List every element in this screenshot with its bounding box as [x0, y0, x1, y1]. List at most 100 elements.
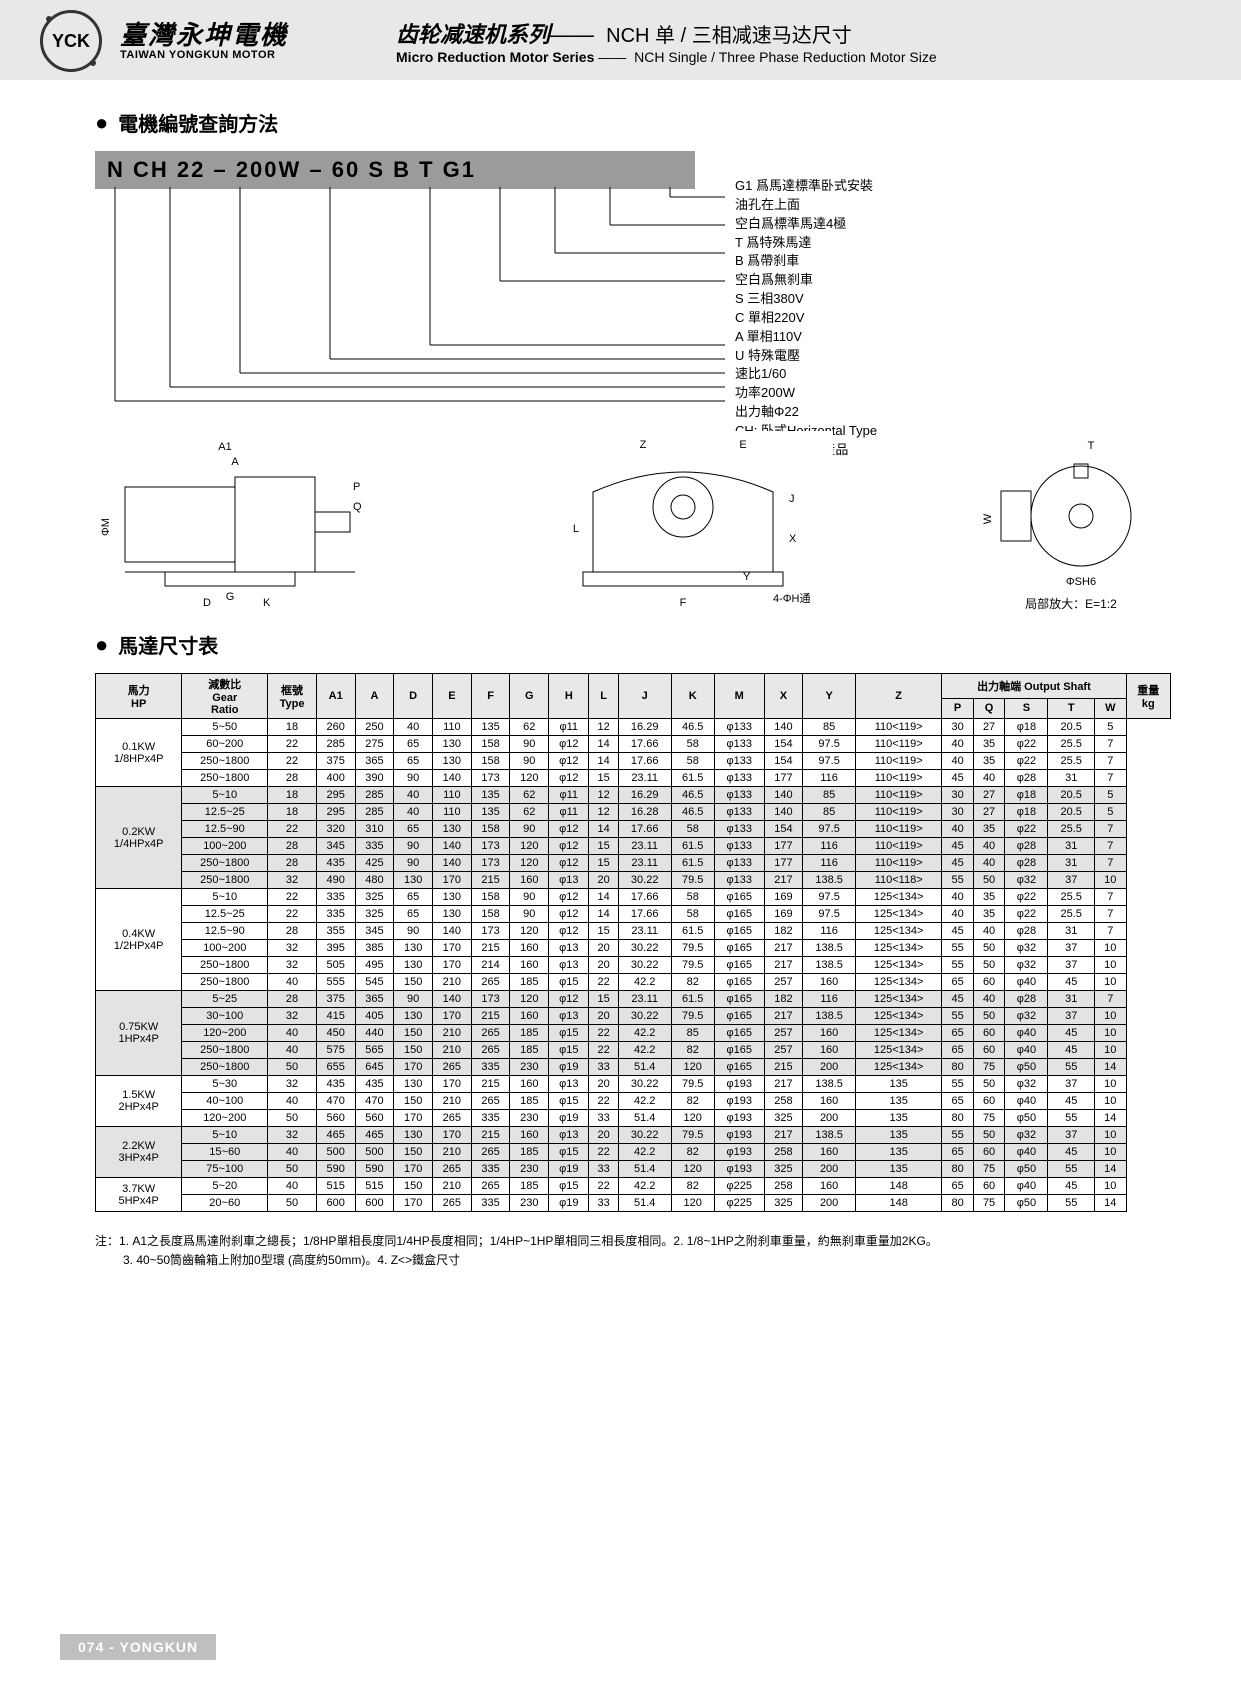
cell-value: 335: [316, 889, 355, 906]
cell-value: 42.2: [618, 974, 671, 991]
cell-value: 75: [973, 1195, 1004, 1212]
cell-value: 35: [973, 906, 1004, 923]
cell-value: 80: [942, 1161, 973, 1178]
cell-value: 575: [316, 1042, 355, 1059]
dim-label: P: [353, 481, 360, 493]
cell-value: 65: [942, 974, 973, 991]
cell-value: 65: [942, 1025, 973, 1042]
dim-label: Z: [640, 439, 647, 451]
dim-label: Q: [353, 501, 362, 513]
cell-value: 61.5: [671, 923, 714, 940]
cell-value: 7: [1094, 770, 1126, 787]
cell-value: 285: [316, 736, 355, 753]
cell-value: 58: [671, 821, 714, 838]
cell-value: 23.11: [618, 838, 671, 855]
cell-value: 515: [316, 1178, 355, 1195]
cell-value: 80: [942, 1110, 973, 1127]
cell-value: φ50: [1005, 1110, 1048, 1127]
cell-value: 35: [973, 821, 1004, 838]
cell-value: 20: [589, 872, 618, 889]
cell-value: 51.4: [618, 1161, 671, 1178]
cell-value: 425: [355, 855, 394, 872]
cell-value: 138.5: [803, 940, 856, 957]
cell-value: 125<134>: [855, 1042, 941, 1059]
cell-value: 90: [510, 889, 549, 906]
cell-value: 170: [394, 1059, 433, 1076]
cell-value: 160: [510, 940, 549, 957]
cell-value: φ13: [549, 1127, 589, 1144]
cell-value: φ40: [1005, 974, 1048, 991]
cell-value: 210: [433, 1042, 472, 1059]
cell-value: φ22: [1005, 753, 1048, 770]
cell-type: 40: [268, 1144, 317, 1161]
cell-value: φ32: [1005, 1076, 1048, 1093]
cell-value: 217: [764, 1076, 803, 1093]
cell-value: 125<134>: [855, 1059, 941, 1076]
cell-value: φ15: [549, 1093, 589, 1110]
th-col: M: [714, 674, 764, 719]
table-row: 0.4KW1/2HPx4P5~10223353256513015890φ1214…: [96, 889, 1171, 906]
cell-value: 61.5: [671, 770, 714, 787]
cell-value: φ19: [549, 1059, 589, 1076]
cell-value: 116: [803, 838, 856, 855]
cell-value: φ133: [714, 719, 764, 736]
cell-value: 90: [510, 906, 549, 923]
decode-line: S 三相380V: [735, 290, 877, 309]
cell-value: 90: [394, 770, 433, 787]
cell-value: 154: [764, 736, 803, 753]
cell-value: 217: [764, 872, 803, 889]
cell-value: 365: [355, 991, 394, 1008]
dim-label: A: [231, 456, 239, 468]
cell-value: 135: [855, 1110, 941, 1127]
cell-value: 130: [394, 940, 433, 957]
cell-value: φ12: [549, 821, 589, 838]
cell-value: φ22: [1005, 821, 1048, 838]
cell-value: 20.5: [1048, 787, 1095, 804]
cell-value: φ50: [1005, 1195, 1048, 1212]
cell-value: 257: [764, 974, 803, 991]
cell-value: φ40: [1005, 1093, 1048, 1110]
cell-value: φ193: [714, 1161, 764, 1178]
cell-value: 125<134>: [855, 1008, 941, 1025]
cell-ratio: 20~60: [182, 1195, 268, 1212]
cell-value: 46.5: [671, 787, 714, 804]
cell-value: 154: [764, 821, 803, 838]
cell-value: 170: [433, 872, 472, 889]
table-row: 250~180032505495130170214160φ132030.2279…: [96, 957, 1171, 974]
cell-value: φ12: [549, 991, 589, 1008]
bullet-icon: ●: [95, 110, 108, 136]
cell-value: 230: [510, 1195, 549, 1212]
cell-value: 465: [316, 1127, 355, 1144]
th-col: J: [618, 674, 671, 719]
cell-value: 51.4: [618, 1110, 671, 1127]
cell-value: φ32: [1005, 1127, 1048, 1144]
cell-value: 217: [764, 1127, 803, 1144]
cell-value: 130: [394, 872, 433, 889]
cell-value: 33: [589, 1161, 618, 1178]
cell-value: 82: [671, 974, 714, 991]
cell-value: 33: [589, 1195, 618, 1212]
cell-value: 215: [471, 1076, 510, 1093]
cell-value: 325: [355, 906, 394, 923]
th-col: A: [355, 674, 394, 719]
cell-value: 25.5: [1048, 736, 1095, 753]
cell-value: 375: [316, 991, 355, 1008]
cell-value: 65: [394, 906, 433, 923]
cell-value: 85: [803, 719, 856, 736]
table-row: 0.2KW1/4HPx4P5~10182952854011013562φ1112…: [96, 787, 1171, 804]
cell-value: φ15: [549, 1042, 589, 1059]
cell-ratio: 5~10: [182, 1127, 268, 1144]
cell-value: 79.5: [671, 957, 714, 974]
cell-value: 150: [394, 974, 433, 991]
cell-value: 125<134>: [855, 974, 941, 991]
cell-value: 7: [1094, 906, 1126, 923]
cell-value: φ193: [714, 1144, 764, 1161]
cell-value: φ15: [549, 1025, 589, 1042]
cell-value: 22: [589, 1042, 618, 1059]
cell-value: 125<134>: [855, 991, 941, 1008]
cell-value: φ165: [714, 1042, 764, 1059]
cell-value: 80: [942, 1195, 973, 1212]
cell-value: 230: [510, 1110, 549, 1127]
cell-value: 7: [1094, 991, 1126, 1008]
cell-value: 110<119>: [855, 787, 941, 804]
